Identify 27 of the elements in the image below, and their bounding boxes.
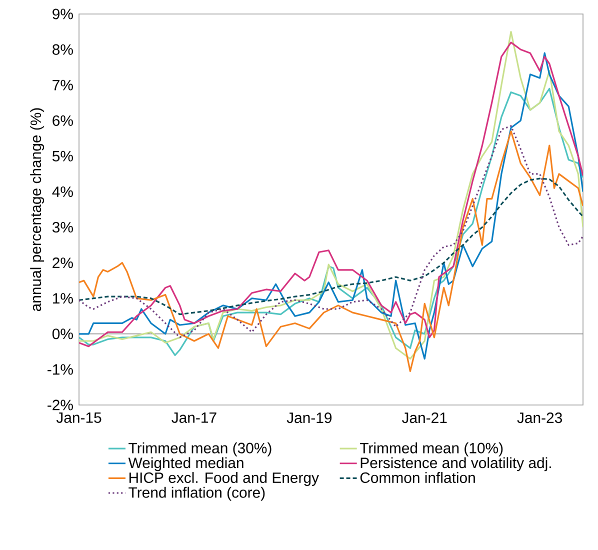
y-tick-label: -2% [48, 400, 73, 410]
y-tick-label: 3% [52, 222, 73, 233]
legend-label: Trimmed mean (30%) [128, 442, 272, 456]
y-axis-title: annual percentage change (%) [30, 108, 44, 312]
y-tick-label: 7% [52, 80, 73, 90]
legend-label: Weighted median [128, 457, 244, 472]
x-tick-label: Jan-21 [402, 412, 447, 424]
x-tick-label: Jan-17 [172, 412, 216, 423]
y-tick-label: 1% [53, 293, 73, 304]
line-series [79, 130, 584, 372]
x-tick-label: Jan-19 [286, 412, 332, 424]
legend-label: Common inflation [360, 472, 475, 483]
line-series [79, 125, 584, 338]
y-tick-label: 6% [52, 115, 73, 126]
x-tick-label: Jan-15 [56, 412, 102, 423]
legend-label: HICP excl. Food and Energy [129, 472, 319, 486]
legend-label: Trimmed mean (10%) [360, 442, 503, 456]
y-tick-label: 0% [52, 328, 73, 340]
legend-label: Trend inflation (core) [128, 486, 265, 501]
y-tick-label: 2% [52, 258, 73, 268]
y-tick-label: 5% [52, 150, 73, 162]
x-tick-label: Jan-23 [517, 412, 562, 424]
y-tick-label: 4% [52, 186, 73, 197]
legend-label: Persistence and volatility adj. [360, 457, 551, 472]
y-tick-label: 8% [52, 44, 73, 55]
y-tick-label: -1% [48, 364, 73, 375]
y-tick-label: 9% [52, 8, 73, 20]
